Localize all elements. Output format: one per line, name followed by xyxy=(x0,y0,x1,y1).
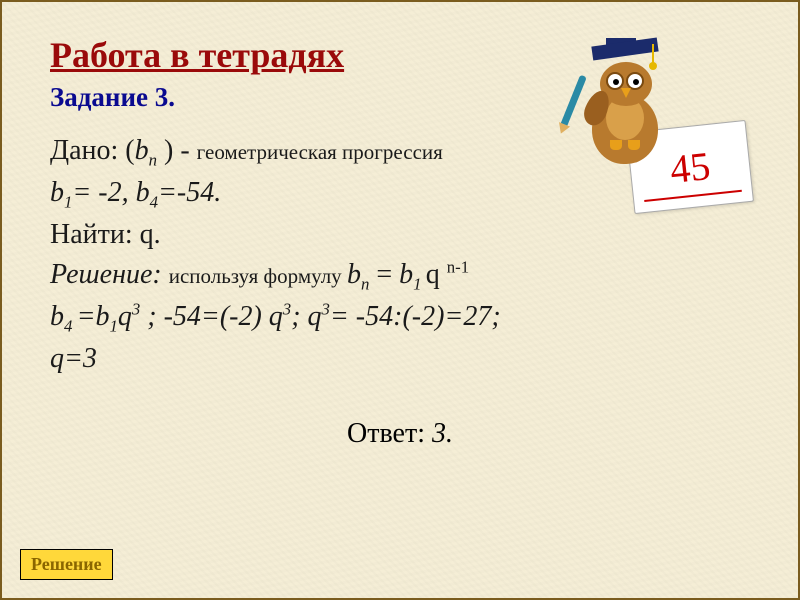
answer-label: Ответ: xyxy=(347,418,432,449)
c-b4-var: b xyxy=(50,301,64,332)
c-end: = -54:(-2)=27; xyxy=(330,301,501,332)
sol-label: Решение: xyxy=(50,259,169,290)
f-exp: n-1 xyxy=(447,258,469,277)
line-solution: Решение: используя формулу bn = b1 q n-1 xyxy=(50,255,750,297)
slide: 45 Работа в тетрадях Задание 3. Дано: (b… xyxy=(0,0,800,600)
c-mid1: ; -54=(-2) q xyxy=(140,301,283,332)
grade-underline xyxy=(644,190,742,202)
owl-icon xyxy=(566,38,686,158)
given-sub: n xyxy=(149,151,157,170)
v-b4-var: b xyxy=(136,177,150,208)
answer-value: 3. xyxy=(432,418,453,449)
f-b1-sub: 1 xyxy=(413,275,426,294)
v-b4-eq: =-54. xyxy=(158,177,221,208)
c-q-var: q xyxy=(118,301,132,332)
given-mid: ) - xyxy=(157,135,197,166)
given-desc: геометрическая прогрессия xyxy=(197,140,443,164)
f-q: q xyxy=(426,259,447,290)
f-eq: = xyxy=(369,259,399,290)
solution-button[interactable]: Решение xyxy=(20,549,113,580)
c-eq1: = xyxy=(77,301,96,332)
c-b4-sub: 4 xyxy=(64,317,77,336)
answer-line: Ответ: 3. xyxy=(50,418,750,450)
v-b4-sub: 4 xyxy=(150,193,158,212)
f-b1-var: b xyxy=(399,259,413,290)
given-prefix: Дано: ( xyxy=(50,135,135,166)
line-find: Найти: q. xyxy=(50,215,750,256)
owl-illustration: 45 xyxy=(560,38,750,208)
given-var: b xyxy=(135,135,149,166)
line-calc: b4 =b1q3 ; -54=(-2) q3; q3= -54:(-2)=27; xyxy=(50,297,750,339)
c-mid2: ; q xyxy=(291,301,321,332)
v-b1-var: b xyxy=(50,177,64,208)
c-exp2: 3 xyxy=(283,300,291,319)
c-exp3: 3 xyxy=(322,300,330,319)
line-q-result: q=3 xyxy=(50,339,750,380)
f-bn-var: b xyxy=(347,259,361,290)
c-b1-sub: 1 xyxy=(110,317,118,336)
sol-desc: используя формулу xyxy=(169,264,347,288)
v-b1-eq: = -2, xyxy=(72,177,135,208)
c-b1-var: b xyxy=(96,301,110,332)
